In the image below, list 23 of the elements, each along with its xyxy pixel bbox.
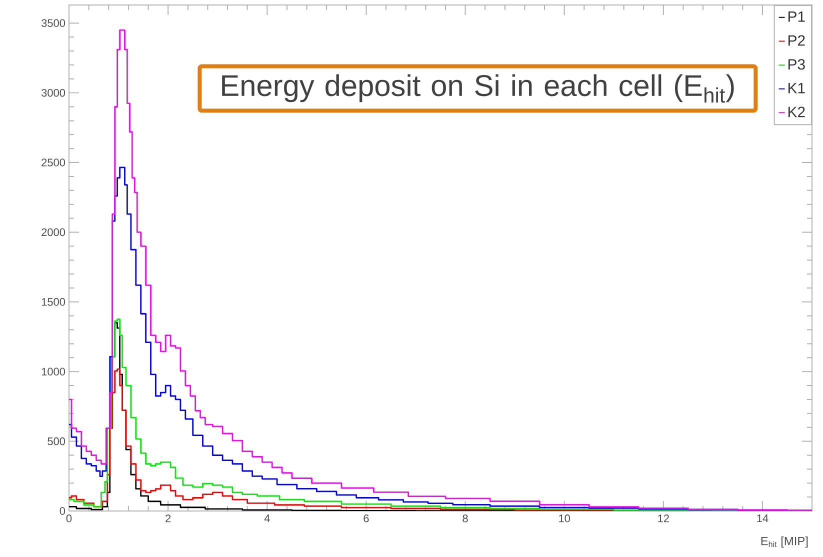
y-tick-label: 1500 — [42, 298, 66, 306]
x-tick-label: 0 — [66, 514, 72, 522]
legend-label: K1 — [788, 82, 805, 94]
y-tick-label: 500 — [48, 437, 66, 446]
legend-label: P3 — [788, 59, 805, 70]
legend-label: K2 — [788, 106, 805, 118]
x-tick-label: 4 — [264, 514, 270, 522]
x-tick-label: 2 — [166, 514, 171, 522]
y-tick-label: 1000 — [42, 368, 66, 376]
x-axis-title: E$_{hit}$ [MIP] — [761, 536, 808, 548]
x-tick-label: 14 — [757, 514, 768, 522]
y-tick-label: 2000 — [42, 228, 66, 236]
x-tick-label: 8 — [462, 514, 468, 522]
y-tick-label: 3000 — [42, 88, 66, 97]
legend-label: P2 — [788, 35, 805, 46]
annotation: Energy deposit on Si in each cell (E$_{hit}$) — [222, 74, 734, 103]
y-tick-label: 0 — [60, 507, 66, 515]
y-tick-label: 3500 — [42, 19, 66, 27]
x-tick-label: 6 — [364, 514, 369, 522]
y-tick-label: 2500 — [42, 158, 66, 166]
x-tick-label: 10 — [559, 514, 570, 522]
x-tick-label: 12 — [658, 514, 669, 522]
legend-label: P1 — [788, 11, 805, 22]
